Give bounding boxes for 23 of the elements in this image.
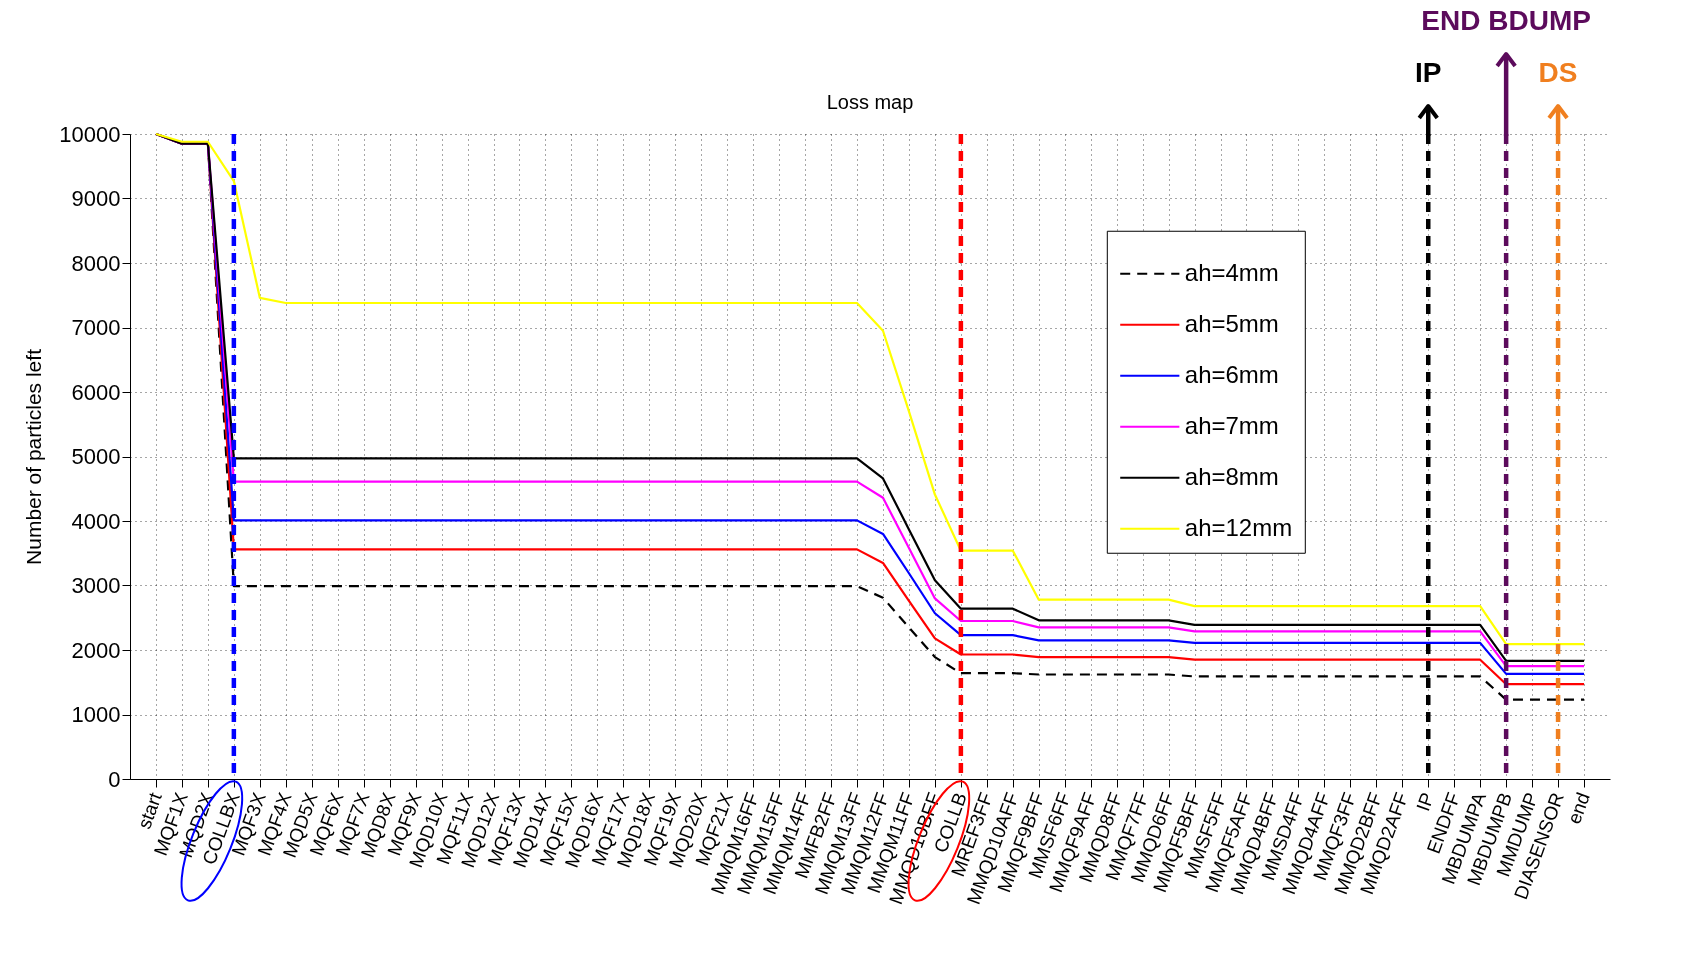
y-tick-label: 10000 bbox=[59, 121, 121, 147]
legend-label: ah=5mm bbox=[1184, 309, 1279, 337]
y-tick-label: 7000 bbox=[71, 315, 121, 340]
y-tick-label: 6000 bbox=[71, 379, 121, 405]
y-tick-label: 0 bbox=[108, 766, 121, 792]
chart-title: Loss map bbox=[826, 91, 914, 113]
y-tick-label: 5000 bbox=[71, 444, 121, 469]
y-tick-label: 1000 bbox=[71, 702, 121, 727]
legend-label: ah=4mm bbox=[1184, 258, 1279, 286]
legend-label: ah=7mm bbox=[1184, 411, 1279, 439]
ref-line-label: IP bbox=[1415, 57, 1442, 88]
ref-line-label: END BDUMP bbox=[1421, 5, 1591, 36]
y-tick-label: 3000 bbox=[71, 573, 121, 598]
ref-line-label: DS bbox=[1538, 57, 1578, 88]
y-axis-title: Number of particles left bbox=[22, 348, 46, 565]
y-tick-label: 8000 bbox=[71, 250, 121, 276]
legend-label: ah=6mm bbox=[1184, 360, 1279, 388]
x-tick-label: end bbox=[1563, 789, 1594, 827]
y-tick-label: 2000 bbox=[71, 637, 121, 663]
y-tick-label: 4000 bbox=[71, 508, 121, 534]
legend-label: ah=12mm bbox=[1184, 513, 1293, 541]
legend-label: ah=8mm bbox=[1184, 462, 1279, 490]
y-tick-label: 9000 bbox=[71, 186, 121, 211]
